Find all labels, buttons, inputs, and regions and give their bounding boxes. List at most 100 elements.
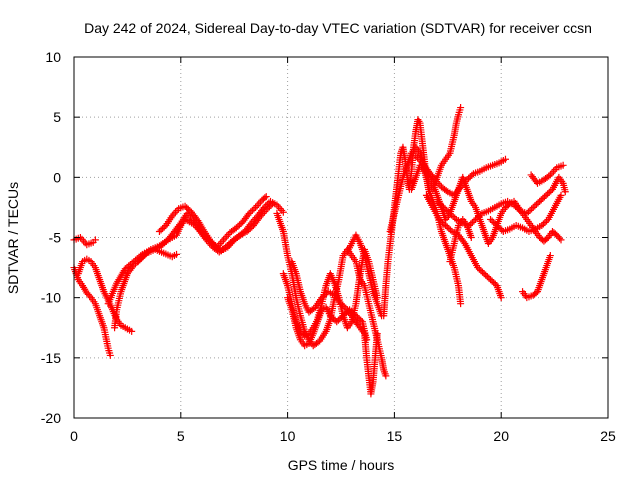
series-trace-v xyxy=(446,215,475,266)
data-point xyxy=(448,211,456,219)
data-point xyxy=(319,292,327,300)
data-point xyxy=(349,309,357,317)
data-point xyxy=(336,315,344,323)
data-point xyxy=(544,190,552,198)
data-point xyxy=(139,253,147,261)
data-point xyxy=(265,203,273,211)
y-tick-label: -5 xyxy=(49,230,62,246)
data-point xyxy=(542,191,550,199)
data-point xyxy=(363,336,371,344)
data-point xyxy=(255,200,263,208)
data-point xyxy=(528,205,536,213)
data-point xyxy=(207,237,215,245)
data-point xyxy=(523,209,531,217)
data-point xyxy=(457,300,465,308)
data-point xyxy=(276,205,284,213)
data-point xyxy=(543,217,551,225)
data-point xyxy=(162,237,170,245)
data-point xyxy=(479,268,487,276)
data-point xyxy=(141,251,149,259)
data-point xyxy=(529,203,537,211)
data-point xyxy=(490,218,498,226)
data-layer xyxy=(70,104,569,398)
data-point xyxy=(253,202,261,210)
data-point xyxy=(550,167,558,175)
data-point xyxy=(136,256,144,264)
data-point xyxy=(137,254,145,262)
data-point xyxy=(451,214,459,222)
series-trace-b xyxy=(70,264,114,359)
data-point xyxy=(465,174,473,182)
data-point xyxy=(496,224,504,232)
data-point xyxy=(495,223,503,231)
data-point xyxy=(556,234,564,242)
data-point xyxy=(318,294,326,302)
data-point xyxy=(234,222,242,230)
data-point xyxy=(476,211,484,219)
data-point xyxy=(128,327,136,335)
data-point xyxy=(534,199,542,207)
data-point xyxy=(446,209,454,217)
data-point xyxy=(435,215,443,223)
data-point xyxy=(262,206,270,214)
data-point xyxy=(557,236,565,244)
data-point xyxy=(262,193,270,201)
series-trace-r xyxy=(433,173,569,229)
series-trace-k xyxy=(284,294,371,350)
data-point xyxy=(355,315,363,323)
data-point xyxy=(321,291,329,299)
data-point xyxy=(444,208,452,216)
data-point xyxy=(537,196,545,204)
x-tick-label: 15 xyxy=(387,428,403,444)
series-trace-o xyxy=(407,104,465,193)
data-point xyxy=(352,312,360,320)
series-trace-a xyxy=(70,234,99,249)
data-point xyxy=(510,201,518,209)
data-point xyxy=(246,224,254,232)
series-trace-p xyxy=(412,152,509,199)
data-point xyxy=(442,221,450,229)
data-point xyxy=(354,313,362,321)
data-point xyxy=(438,218,446,226)
y-tick-label: 10 xyxy=(45,49,61,65)
data-point xyxy=(437,217,445,225)
data-point xyxy=(337,300,345,308)
data-point xyxy=(328,313,336,321)
data-point xyxy=(460,238,468,246)
data-point xyxy=(155,227,163,235)
data-point xyxy=(232,224,240,232)
series-trace-l xyxy=(343,231,386,320)
data-point xyxy=(497,294,505,302)
y-tick-label: -15 xyxy=(41,350,61,366)
data-point xyxy=(546,252,554,260)
data-point xyxy=(223,232,231,240)
data-point xyxy=(498,226,506,234)
data-point xyxy=(512,203,520,211)
data-point xyxy=(559,161,567,169)
series-trace-f xyxy=(134,246,181,266)
data-point xyxy=(475,212,483,220)
data-point xyxy=(333,318,341,326)
data-point xyxy=(190,220,198,228)
data-point xyxy=(536,197,544,205)
data-point xyxy=(557,191,565,199)
grid-layer xyxy=(74,57,608,418)
series-trace-t xyxy=(519,252,554,302)
data-point xyxy=(468,218,476,226)
y-tick-label: 0 xyxy=(53,169,61,185)
data-point xyxy=(436,200,444,208)
data-point xyxy=(236,221,244,229)
data-point xyxy=(472,215,480,223)
data-point xyxy=(493,221,501,229)
data-point xyxy=(473,214,481,222)
data-point xyxy=(541,218,549,226)
data-point xyxy=(545,172,553,180)
data-point xyxy=(446,226,454,234)
data-point xyxy=(531,202,539,210)
series-trace-d xyxy=(111,197,287,332)
y-axis-label: SDTVAR / TECUs xyxy=(5,182,21,294)
series-trace-s xyxy=(487,191,565,235)
data-point xyxy=(357,316,365,324)
data-point xyxy=(171,208,179,216)
data-point xyxy=(467,234,475,241)
